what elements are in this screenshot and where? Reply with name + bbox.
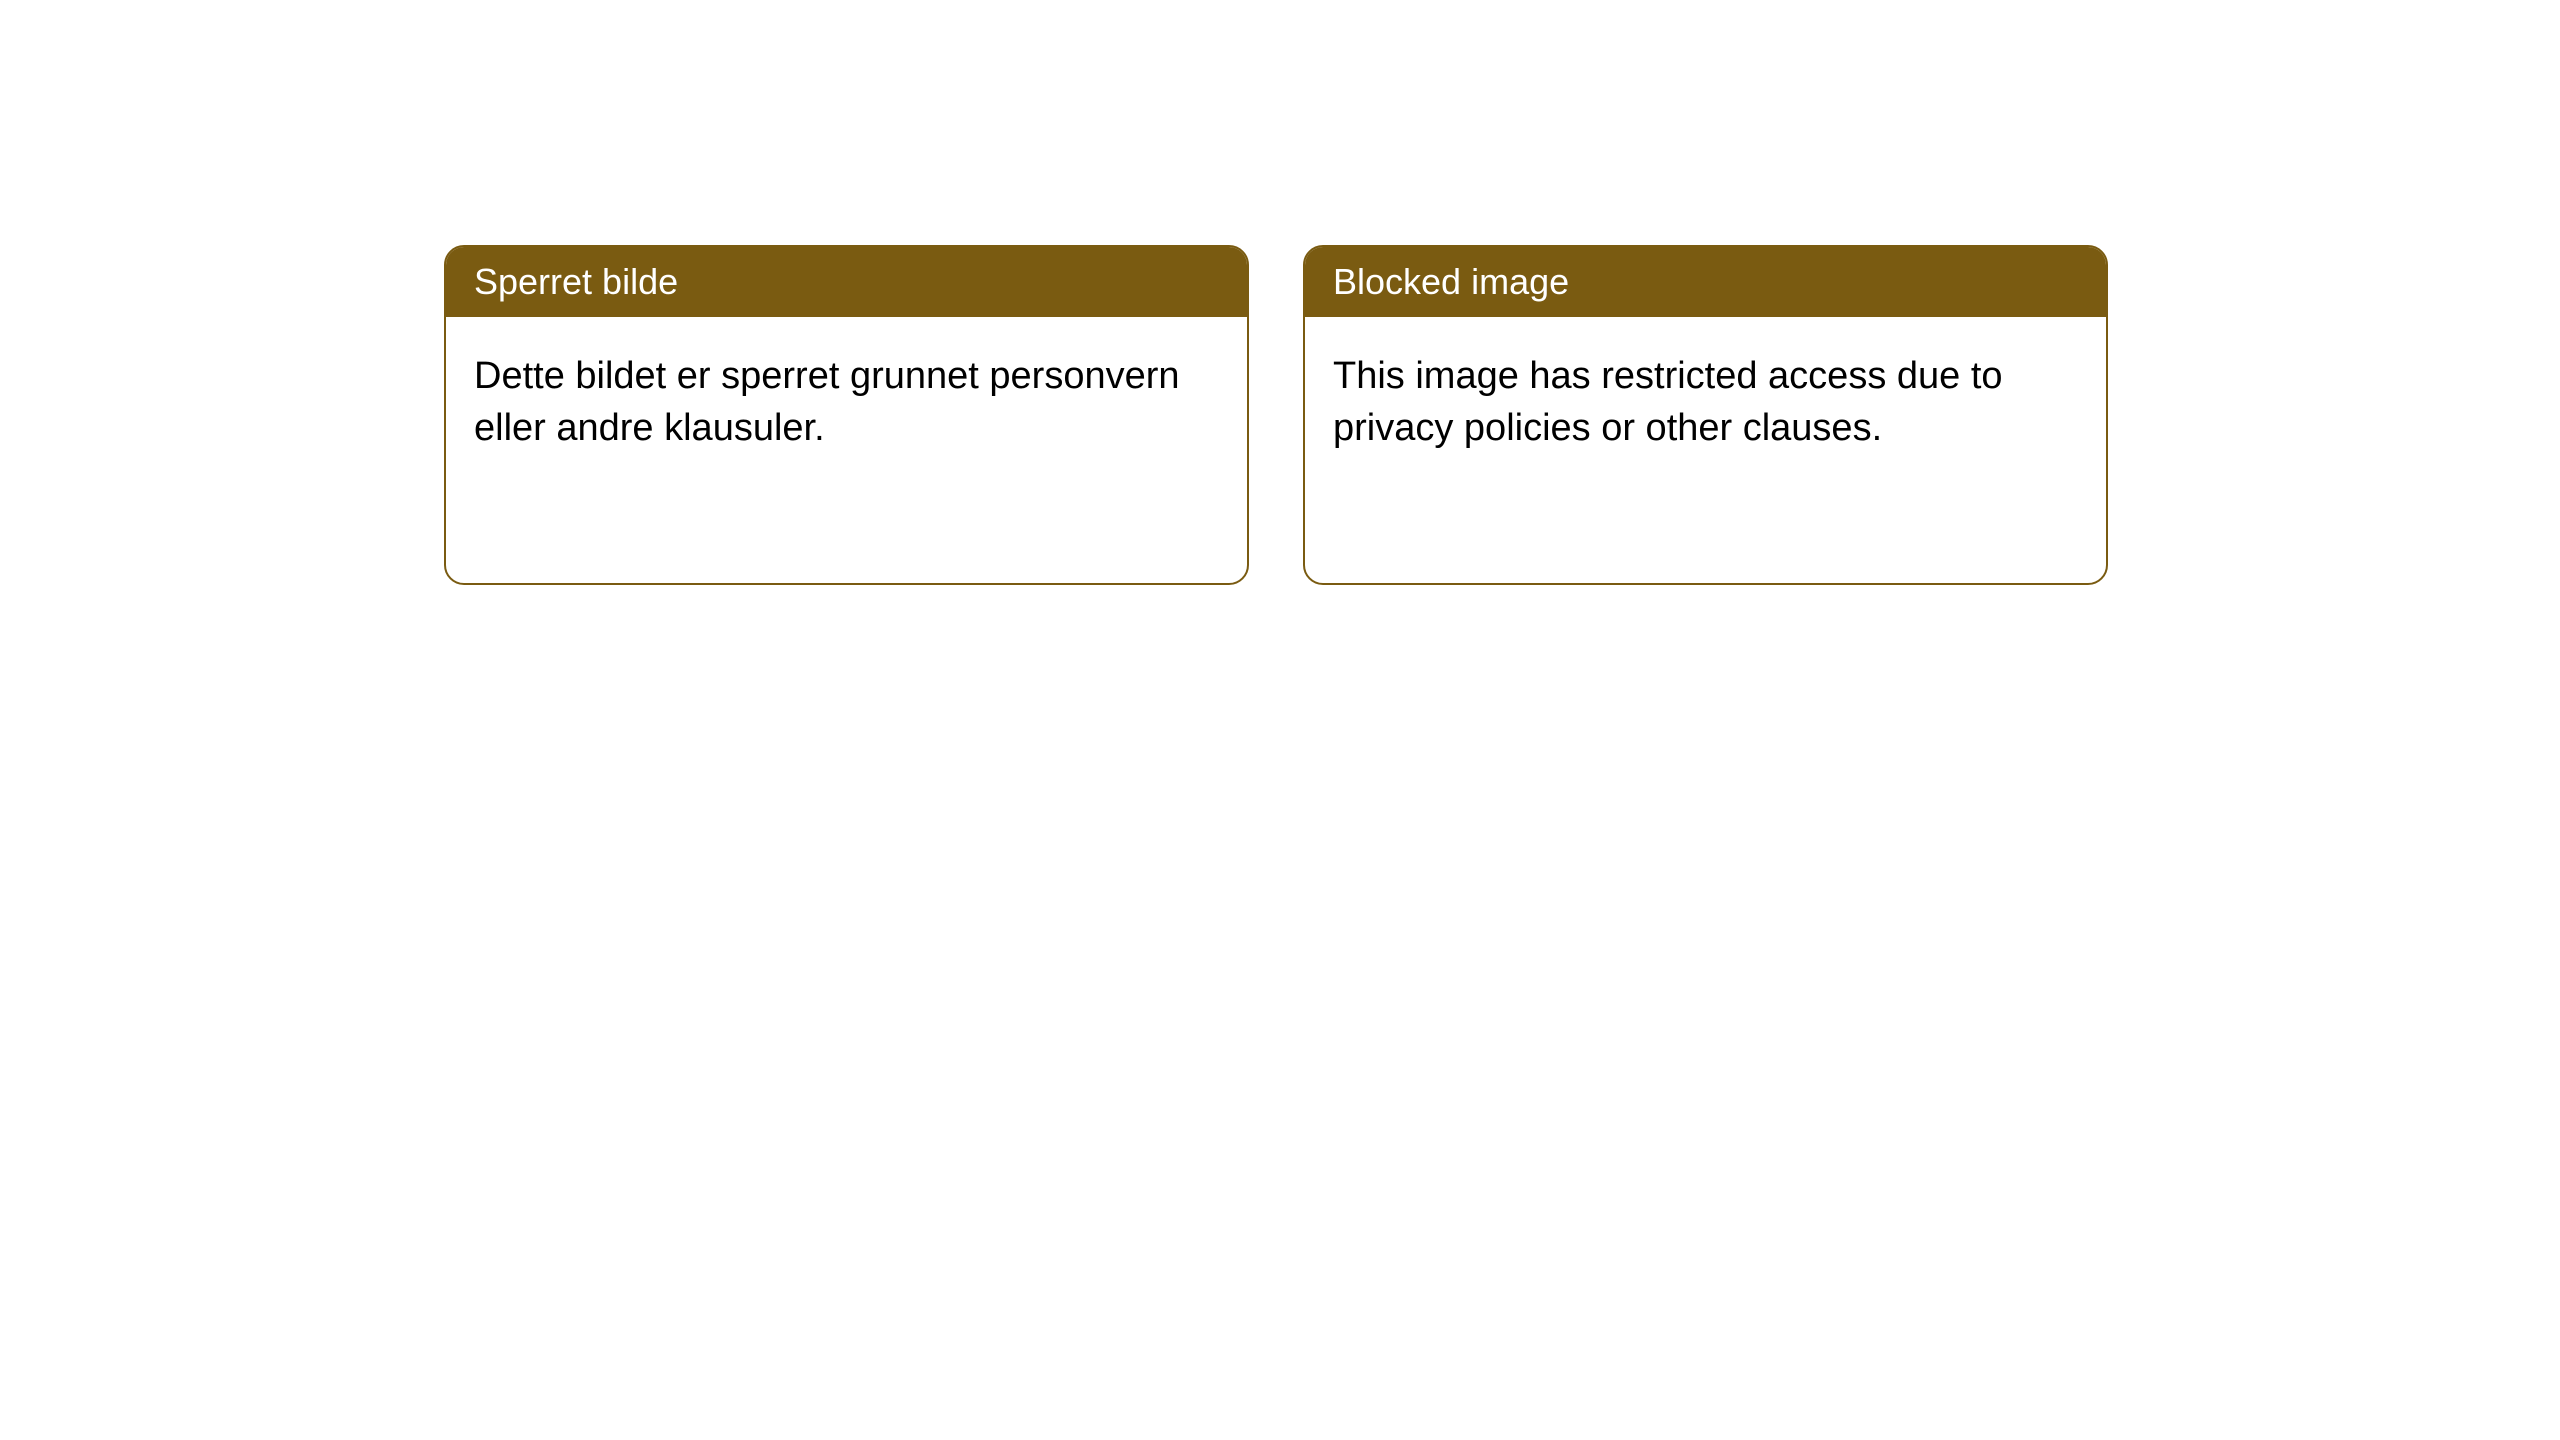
notice-card-body: This image has restricted access due to … xyxy=(1305,317,2106,488)
notice-body-text: This image has restricted access due to … xyxy=(1333,355,2003,449)
notice-card-body: Dette bildet er sperret grunnet personve… xyxy=(446,317,1247,488)
notice-container: Sperret bilde Dette bildet er sperret gr… xyxy=(444,245,2108,585)
notice-card-header: Sperret bilde xyxy=(446,247,1247,317)
notice-title: Blocked image xyxy=(1333,261,1569,302)
notice-body-text: Dette bildet er sperret grunnet personve… xyxy=(474,355,1180,449)
notice-card-english: Blocked image This image has restricted … xyxy=(1303,245,2108,585)
notice-title: Sperret bilde xyxy=(474,261,678,302)
notice-card-norwegian: Sperret bilde Dette bildet er sperret gr… xyxy=(444,245,1249,585)
notice-card-header: Blocked image xyxy=(1305,247,2106,317)
